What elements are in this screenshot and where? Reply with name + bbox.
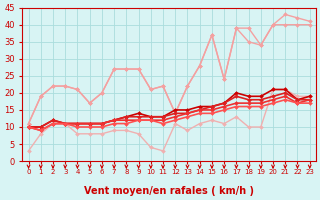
X-axis label: Vent moyen/en rafales ( km/h ): Vent moyen/en rafales ( km/h ) (84, 186, 254, 196)
